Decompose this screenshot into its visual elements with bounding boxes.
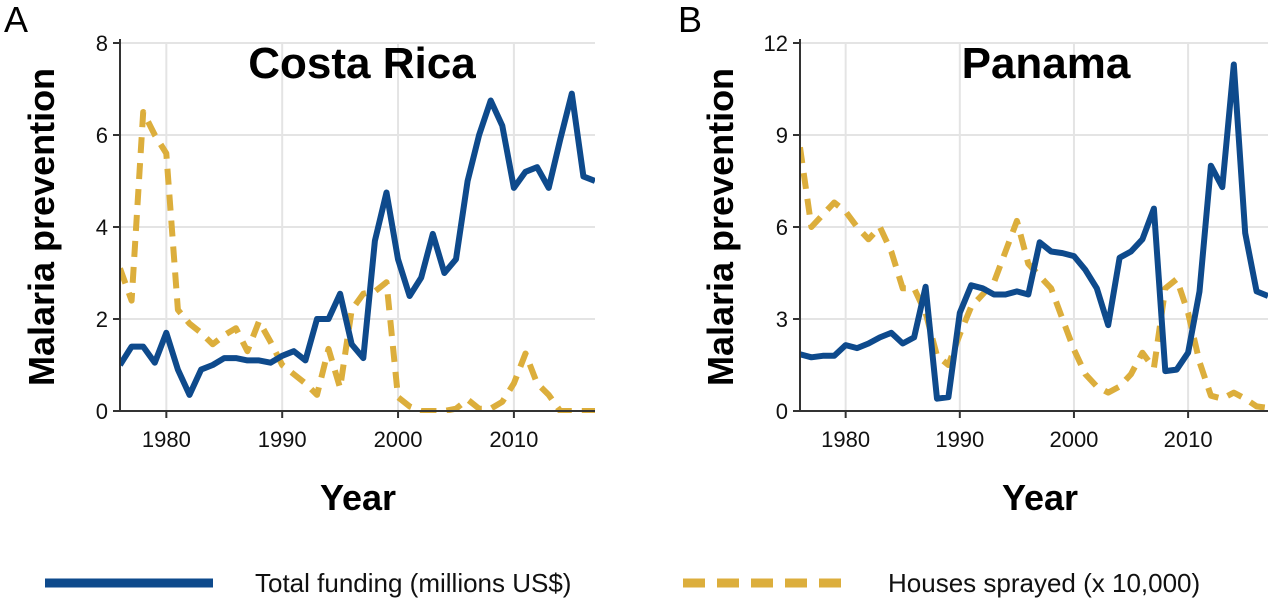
panel-title: Panama (962, 39, 1131, 88)
legend-sprayed-label: Houses sprayed (x 10,000) (888, 568, 1200, 598)
y-tick-label: 4 (96, 215, 108, 240)
x-tick-label: 1980 (142, 427, 191, 452)
legend-funding-label: Total funding (millions US$) (255, 568, 571, 598)
x-tick-label: 2010 (1164, 427, 1213, 452)
y-tick-label: 12 (764, 31, 788, 56)
y-tick-label: 6 (776, 215, 788, 240)
y-axis-title: Malaria prevention (21, 68, 62, 386)
y-tick-label: 3 (776, 307, 788, 332)
legend: Total funding (millions US$) Houses spra… (45, 568, 1200, 598)
x-tick-label: 2010 (489, 427, 538, 452)
series-line-total-funding (120, 90, 595, 398)
series-line-total-funding (800, 61, 1268, 402)
series-line-houses-sprayed (120, 109, 595, 413)
panel-a-costa-rica: 0 2 4 6 8 1980 1990 2000 2010 A Costa Rica Malaria … (4, 0, 595, 518)
y-axis-title: Malaria prevention (700, 68, 741, 386)
x-tick-label: 1980 (821, 427, 870, 452)
x-tick-label: 1990 (258, 427, 307, 452)
y-tick-label: 6 (96, 123, 108, 148)
y-tick-label: 0 (776, 399, 788, 424)
panel-letter: B (678, 0, 702, 40)
panel-title: Costa Rica (248, 39, 476, 88)
x-tick-label: 2000 (374, 427, 423, 452)
x-tick-label: 1990 (935, 427, 984, 452)
panel-letter: A (4, 0, 28, 40)
x-axis-title: Year (320, 477, 396, 518)
x-axis-title: Year (1002, 477, 1078, 518)
y-tick-label: 9 (776, 123, 788, 148)
x-tick-label: 2000 (1049, 427, 1098, 452)
y-tick-label: 8 (96, 31, 108, 56)
y-tick-label: 0 (96, 399, 108, 424)
panel-b-panama: 0 3 6 9 12 1980 1990 2000 2010 B Panama Malaria pre… (678, 0, 1268, 518)
y-tick-label: 2 (96, 307, 108, 332)
